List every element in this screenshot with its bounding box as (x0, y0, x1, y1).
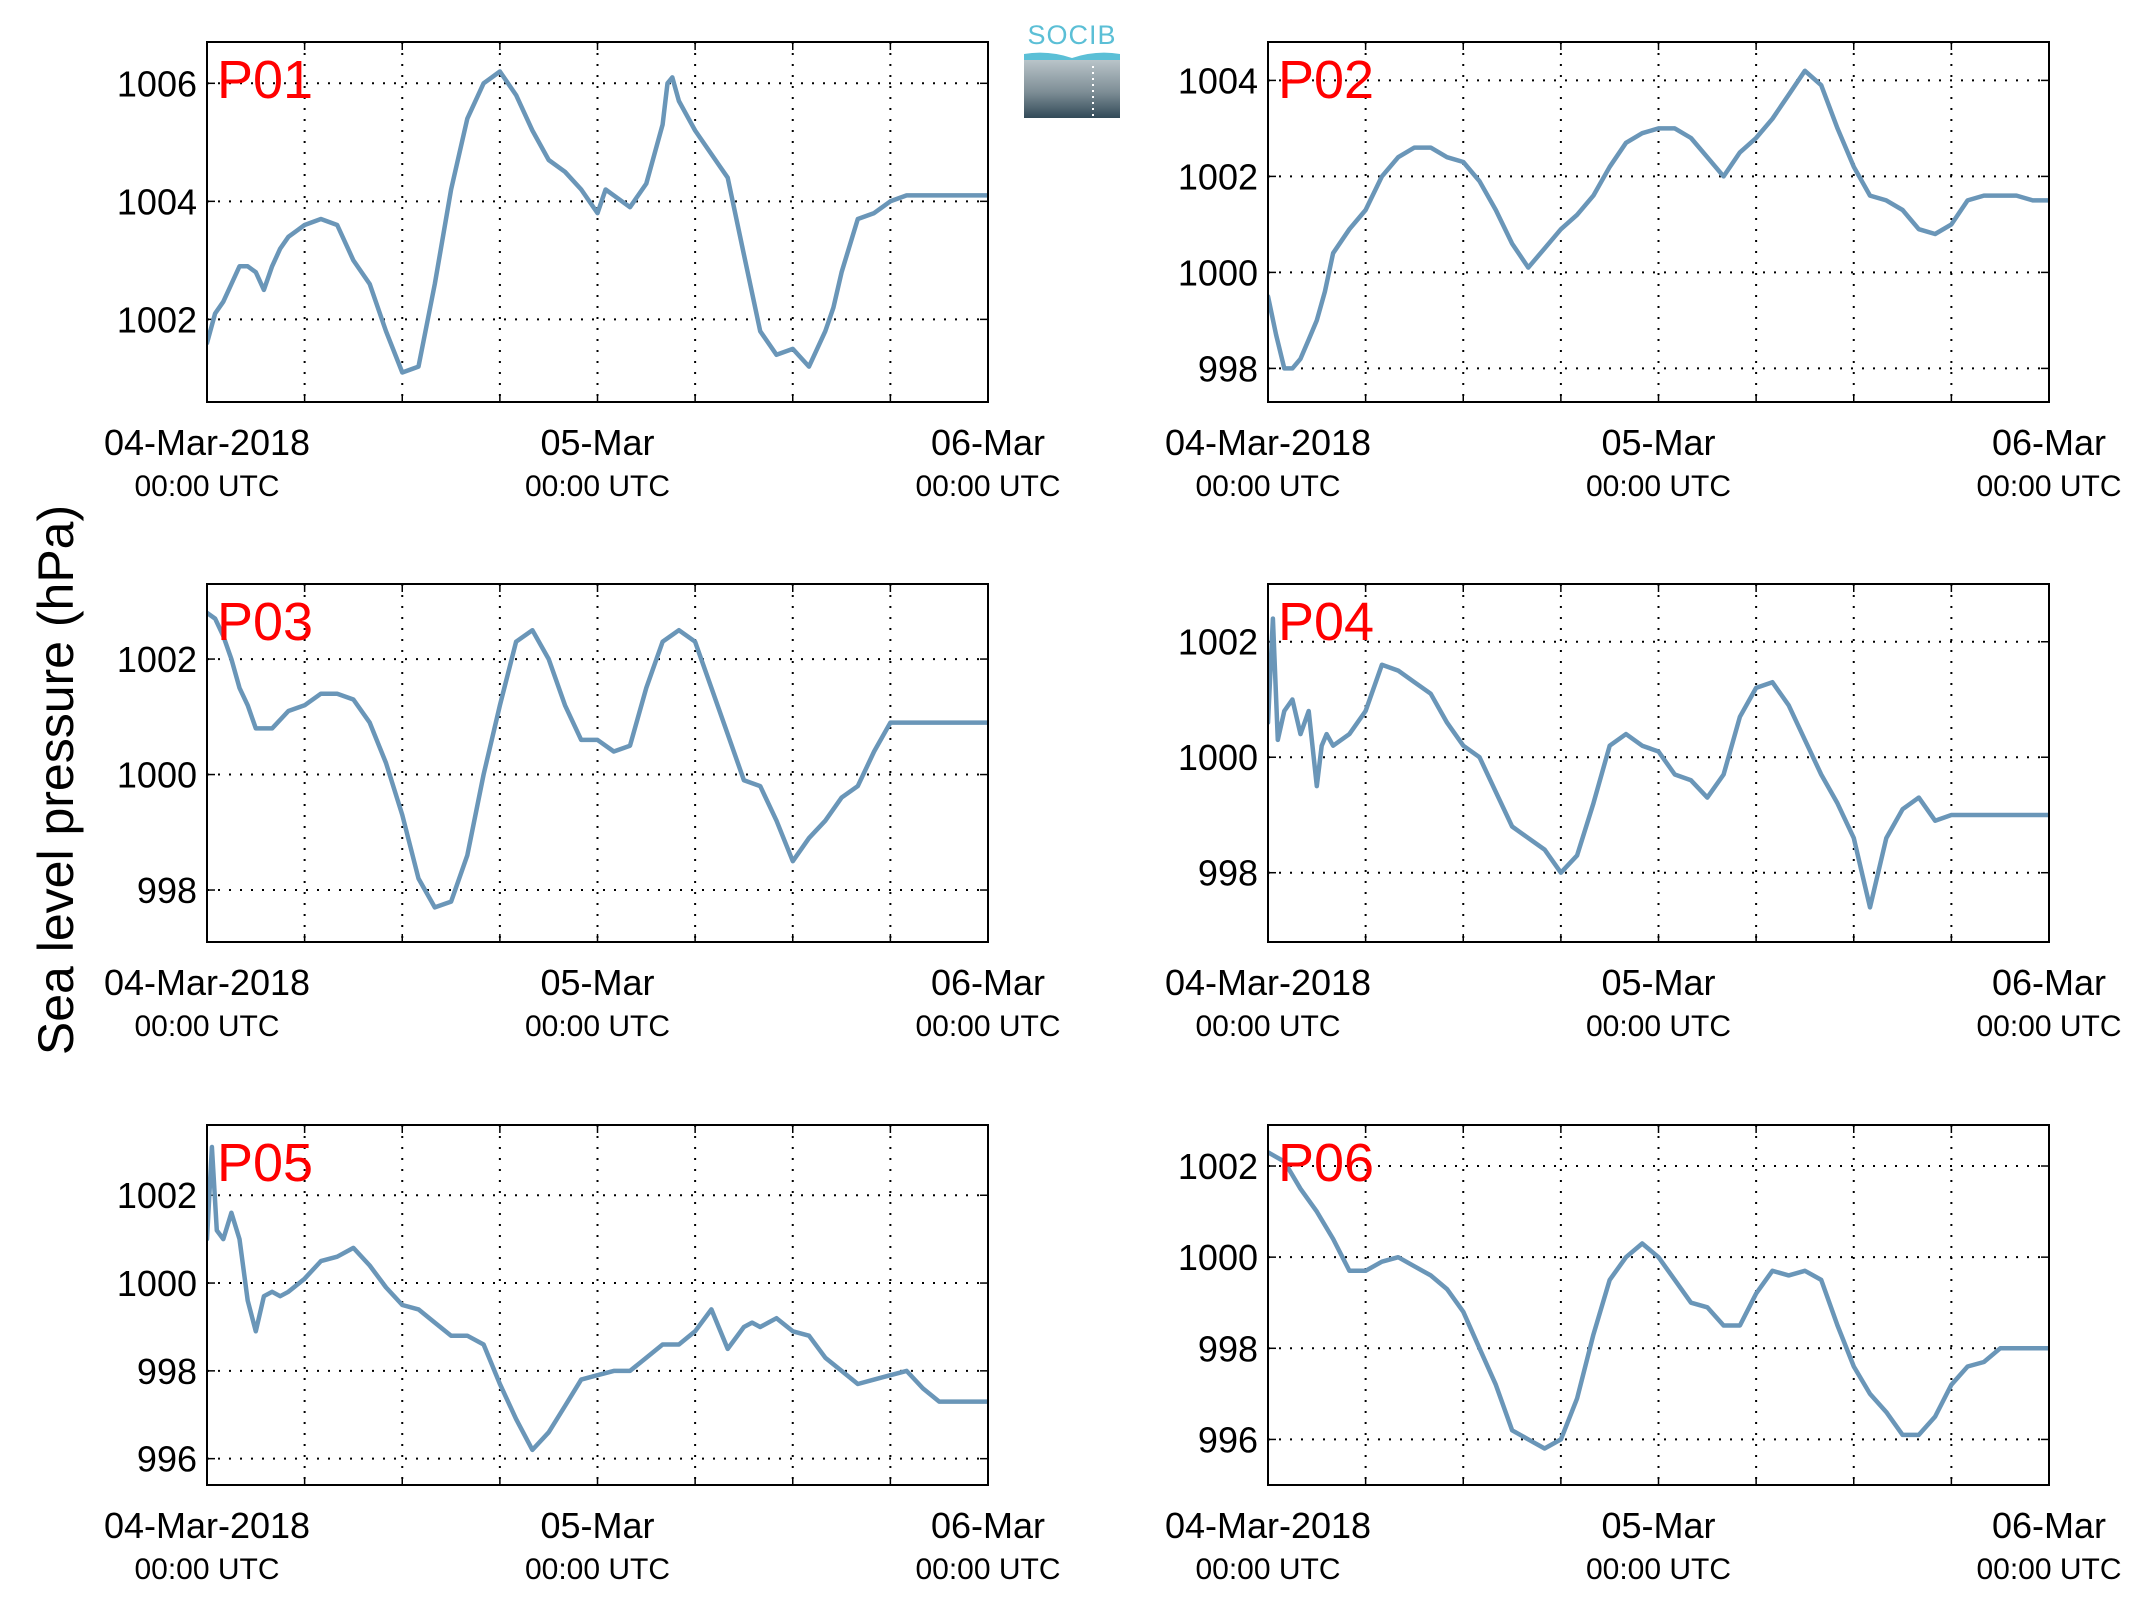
y-tick-label: 1004 (117, 181, 197, 222)
y-tick-label: 996 (137, 1439, 197, 1480)
x-tick-label-time: 00:00 UTC (134, 1553, 279, 1586)
x-tick-label-time: 00:00 UTC (1586, 1010, 1731, 1043)
station-label: P03 (217, 592, 313, 652)
station-label: P01 (217, 50, 313, 110)
x-tick-label-time: 00:00 UTC (1195, 1010, 1340, 1043)
x-tick-label-date: 06-Mar (1992, 962, 2106, 1003)
y-tick-label: 998 (137, 1351, 197, 1392)
x-tick-label-time: 00:00 UTC (1976, 470, 2121, 503)
plot-frame (206, 1124, 989, 1486)
y-tick-label: 998 (1198, 348, 1258, 389)
plot-frame (206, 583, 989, 943)
x-tick-label-date: 04-Mar-2018 (104, 962, 310, 1003)
chart-panel-3: 998 1000 1002 04-Mar-2018 00:00 UTC 05-Mar 00:… (104, 583, 1061, 1043)
chart-panel-2: 998 1000 1002 1004 04-Mar-2018 00:00 UTC 05-Ma… (1165, 41, 2122, 503)
station-label: P04 (1278, 592, 1374, 652)
y-tick-label: 1002 (1178, 156, 1258, 197)
station-label: P02 (1278, 50, 1374, 110)
x-tick-label-date: 04-Mar-2018 (1165, 422, 1371, 463)
x-tick-label-time: 00:00 UTC (1976, 1010, 2121, 1043)
y-tick-label: 1002 (117, 639, 197, 680)
socib-logo-text: SOCIB (1027, 20, 1117, 50)
plot-frame (1267, 1124, 2050, 1486)
chart-panel-6: 996 998 1000 1002 04-Mar-2018 00:00 UTC 05-Mar… (1165, 1124, 2122, 1586)
y-tick-label: 998 (1198, 853, 1258, 894)
y-tick-label: 1004 (1178, 60, 1258, 101)
x-tick-label-time: 00:00 UTC (1195, 470, 1340, 503)
y-tick-label: 1002 (1178, 622, 1258, 663)
socib-logo-graphic (1024, 52, 1120, 118)
x-tick-label-date: 05-Mar (1601, 962, 1715, 1003)
station-label: P05 (217, 1133, 313, 1193)
x-tick-label-time: 00:00 UTC (1586, 470, 1731, 503)
plot-frame (206, 41, 989, 403)
x-tick-label-date: 05-Mar (1601, 422, 1715, 463)
data-series-line (207, 610, 988, 910)
chart-panel-1: 1002 1004 1006 04-Mar-2018 00:00 UTC 05-Mar 00… (104, 41, 1061, 503)
data-series-line (207, 69, 988, 375)
x-tick-label-time: 00:00 UTC (1586, 1553, 1731, 1586)
x-tick-label-date: 05-Mar (540, 1505, 654, 1546)
y-tick-label: 1006 (117, 63, 197, 104)
x-tick-label-time: 00:00 UTC (525, 1010, 670, 1043)
data-series-line (1268, 68, 2049, 371)
x-tick-label-time: 00:00 UTC (915, 470, 1060, 503)
chart-panel-5: 996 998 1000 1002 04-Mar-2018 00:00 UTC 05-Mar… (104, 1124, 1061, 1586)
y-tick-label: 1002 (117, 299, 197, 340)
x-tick-label-date: 05-Mar (540, 962, 654, 1003)
x-tick-label-date: 04-Mar-2018 (1165, 1505, 1371, 1546)
x-tick-label-time: 00:00 UTC (134, 470, 279, 503)
x-tick-label-date: 06-Mar (931, 422, 1045, 463)
y-tick-label: 1000 (117, 755, 197, 796)
y-tick-label: 1000 (1178, 1237, 1258, 1278)
x-tick-label-date: 06-Mar (1992, 1505, 2106, 1546)
data-series-line (1268, 616, 2049, 910)
data-series-line (207, 1144, 988, 1453)
socib-logo: SOCIB (1022, 20, 1122, 122)
x-tick-label-date: 04-Mar-2018 (104, 422, 310, 463)
x-tick-label-date: 06-Mar (931, 962, 1045, 1003)
data-series-line (1268, 1150, 2049, 1451)
x-tick-label-date: 04-Mar-2018 (1165, 962, 1371, 1003)
chart-panel-4: 998 1000 1002 04-Mar-2018 00:00 UTC 05-Mar 00:… (1165, 583, 2122, 1043)
y-tick-label: 1002 (117, 1175, 197, 1216)
x-tick-label-date: 05-Mar (540, 422, 654, 463)
y-tick-label: 1002 (1178, 1146, 1258, 1187)
station-label: P06 (1278, 1133, 1374, 1193)
x-tick-label-time: 00:00 UTC (915, 1010, 1060, 1043)
x-tick-label-time: 00:00 UTC (134, 1010, 279, 1043)
y-tick-label: 998 (1198, 1328, 1258, 1369)
x-tick-label-date: 04-Mar-2018 (104, 1505, 310, 1546)
x-tick-label-time: 00:00 UTC (525, 470, 670, 503)
x-tick-label-time: 00:00 UTC (1976, 1553, 2121, 1586)
x-tick-label-date: 05-Mar (1601, 1505, 1715, 1546)
x-tick-label-time: 00:00 UTC (525, 1553, 670, 1586)
x-tick-label-time: 00:00 UTC (915, 1553, 1060, 1586)
x-tick-label-time: 00:00 UTC (1195, 1553, 1340, 1586)
x-tick-label-date: 06-Mar (931, 1505, 1045, 1546)
x-tick-label-date: 06-Mar (1992, 422, 2106, 463)
y-tick-label: 998 (137, 870, 197, 911)
y-tick-label: 1000 (1178, 252, 1258, 293)
y-tick-label: 996 (1198, 1419, 1258, 1460)
y-tick-label: 1000 (1178, 737, 1258, 778)
plot-frame (1267, 583, 2050, 943)
plot-frame (1267, 41, 2050, 403)
y-tick-label: 1000 (117, 1263, 197, 1304)
